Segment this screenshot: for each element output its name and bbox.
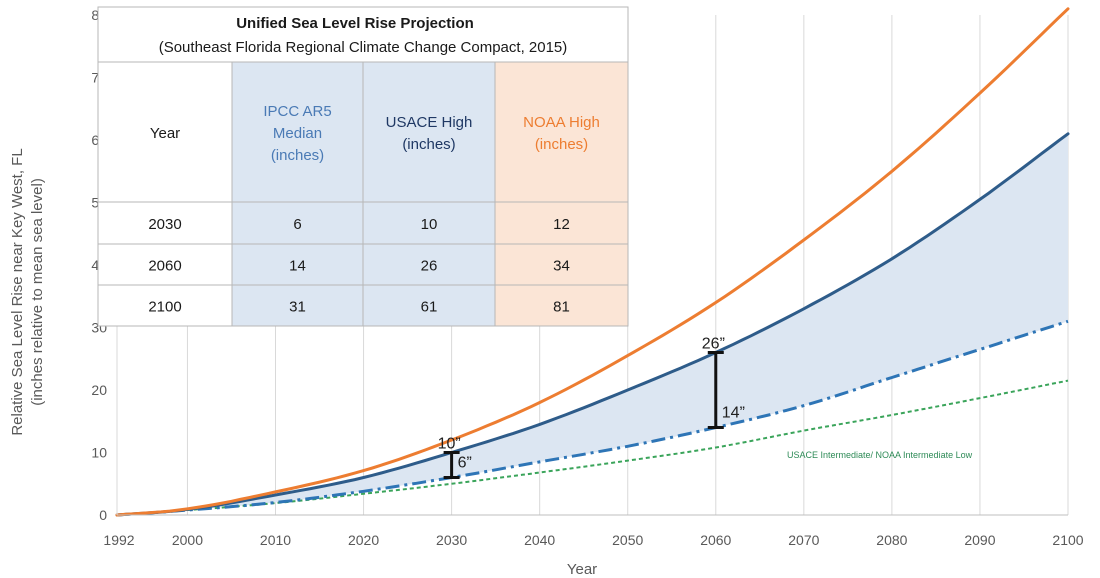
table-cell: 61 [421,299,438,316]
table-cell: 34 [553,258,570,275]
x-tick-label: 2090 [964,532,995,548]
x-tick-label: 2100 [1052,532,1083,548]
x-tick-label: 2070 [788,532,819,548]
series-line-usace-high [115,132,1070,517]
x-tick-label: 2060 [700,532,731,548]
table-cell: 10 [421,216,438,233]
table-header-cell: USACE High [386,114,473,131]
shaded-uncertainty-band [117,133,1068,516]
table-cell: 2100 [148,299,181,316]
table-cell: 26 [421,258,438,275]
series-line-usace-intermediate [116,379,1069,516]
x-tick-label: 1992 [103,532,134,548]
shaded-band-layer [117,133,1068,516]
table-cell: 81 [553,299,570,316]
table-header-cell: Year [150,125,180,142]
table-cell: 2030 [148,216,181,233]
range-label-top-2030: 10” [438,436,461,453]
x-tick-label: 2050 [612,532,643,548]
table-column-fill [232,62,363,326]
annotation-layer: 10” 6” 26” 14” [438,336,745,479]
table-header-cell: NOAA High [523,114,600,131]
x-tick-label: 2020 [348,532,379,548]
x-tick-label: 2000 [172,532,203,548]
table-column-fill [495,62,628,326]
range-label-bottom-2030: 6” [458,455,472,472]
series-layer: USACE Intermediate/ NOAA Intermediate Lo… [115,7,1070,517]
table-cell: 6 [293,216,301,233]
table-cell: 31 [289,299,306,316]
x-axis-title: Year [567,561,597,578]
y-axis-subtitle: (inches relative to mean sea level) [29,178,46,406]
series-line-ipcc-ar5-median [116,319,1069,517]
y-tick-label: 0 [99,507,107,523]
table-header-cell: (inches) [271,147,324,164]
table-title: Unified Sea Level Rise Projection [236,15,474,32]
series-label-usace-intermediate: USACE Intermediate/ NOAA Intermediate Lo… [787,450,973,460]
series-line-noaa-high [115,7,1070,517]
range-label-top-2060: 26” [702,336,725,353]
x-tick-label: 2080 [876,532,907,548]
table-header-cell: Median [273,125,322,142]
table-header-cell: (inches) [402,136,455,153]
y-tick-label: 20 [91,382,107,398]
table-cell: 14 [289,258,306,275]
table-header-cell: IPCC AR5 [263,103,331,120]
table-cell: 2060 [148,258,181,275]
x-tick-label: 2010 [260,532,291,548]
y-axis-title: Relative Sea Level Rise near Key West, F… [9,148,26,435]
table-column-fill [363,62,495,326]
table-cell: 12 [553,216,570,233]
y-tick-label: 10 [91,445,107,461]
table-header-cell: (inches) [535,136,588,153]
range-label-bottom-2060: 14” [722,405,745,422]
x-tick-label: 2040 [524,532,555,548]
projection-table: Unified Sea Level Rise Projection (Southe… [97,6,629,327]
table-subtitle: (Southeast Florida Regional Climate Chan… [159,39,568,56]
x-tick-label: 2030 [436,532,467,548]
